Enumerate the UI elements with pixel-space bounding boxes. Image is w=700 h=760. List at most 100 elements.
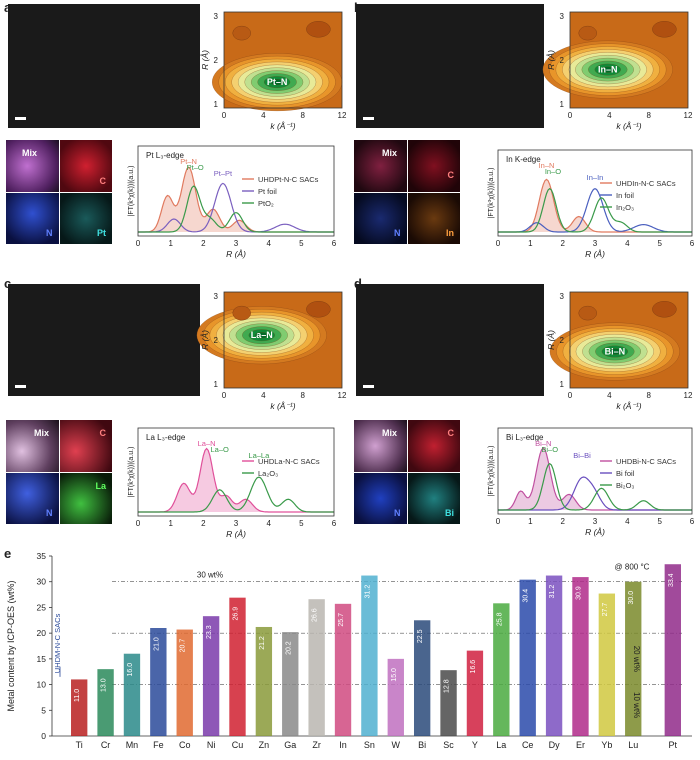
wavelet-frame: [569, 11, 689, 109]
series-fill: [498, 448, 692, 510]
bar-value-label: 33.4: [668, 573, 675, 587]
eds-map-c: Mix C N La: [6, 420, 112, 524]
x-tick-label: 0: [136, 239, 141, 248]
ft-frame: [497, 149, 693, 237]
y-tick-label: 3: [560, 12, 565, 21]
x-tick-label: 1: [168, 519, 173, 528]
scale-bar: [15, 117, 26, 120]
x-tick-label: 1: [528, 517, 533, 526]
bar-in: [334, 603, 352, 736]
x-tick-label: 8: [646, 111, 651, 120]
x-tick-label: 4: [266, 239, 271, 248]
peak-label: La–La: [248, 451, 270, 460]
x-tick-label: 12: [684, 391, 693, 400]
bar-ti: [71, 679, 88, 736]
x-tick-label: 6: [332, 239, 337, 248]
bar-co: [176, 629, 193, 736]
x-axis-label: R (Å): [226, 529, 246, 539]
bar-value-label: 25.7: [338, 613, 345, 627]
eds-map-a: Mix C N Pt: [6, 140, 112, 244]
bar-value-label: 26.6: [312, 608, 319, 622]
y-tick-label: 30: [37, 577, 47, 587]
series-line-3: [138, 185, 334, 233]
bar-value-label: 21.0: [153, 637, 160, 651]
ft-frame: [137, 427, 335, 517]
haadf-image-c: [8, 284, 200, 396]
ft-frame: [497, 427, 693, 515]
x-tick-label: 0: [496, 517, 501, 526]
y-tick-label: 5: [41, 705, 46, 715]
y-tick-label: 1: [214, 100, 219, 109]
y-tick-label: 0: [41, 731, 46, 741]
haadf-image-a: [8, 4, 200, 128]
x-tick-label: 1: [528, 239, 533, 248]
x-tick-label: 12: [338, 111, 347, 120]
y-tick-label: 2: [560, 336, 565, 345]
x-tick-label: Ga: [284, 740, 296, 750]
peak-label: Bi–O: [541, 445, 558, 454]
bar-y: [466, 650, 484, 736]
contour-ring: [652, 301, 677, 318]
peak-label: La–N: [198, 439, 216, 448]
y-tick-label: 35: [37, 551, 47, 561]
edge-label: Bi L₃-edge: [506, 433, 544, 442]
annotation-temperature: @ 800 °C: [615, 562, 650, 571]
bar-value-label: 31.2: [364, 585, 371, 599]
scale-bar: [363, 385, 374, 388]
annotation-10wt: 10 wt%: [632, 692, 641, 718]
x-tick-label: 5: [657, 517, 662, 526]
bar-value-label: 30.4: [523, 589, 530, 603]
bar-value-label: 22.5: [417, 629, 424, 643]
bar-la: [493, 603, 510, 736]
bar-yb: [598, 593, 616, 736]
peak-label: Bi–N: [535, 439, 551, 448]
x-tick-label: 6: [332, 519, 337, 528]
y-tick-label: 3: [214, 292, 219, 301]
x-tick-label: 8: [300, 111, 305, 120]
y-tick-label: 1: [560, 380, 565, 389]
y-tick-label: 15: [37, 654, 47, 664]
legend-entry: In₂O₃: [616, 203, 634, 212]
series-line-3: [498, 187, 692, 233]
legend-entry: Bi foil: [616, 469, 635, 478]
x-tick-label: Cu: [232, 740, 244, 750]
haadf-image-b: [356, 4, 544, 128]
bar-value-label: 27.7: [602, 603, 609, 617]
bar-w: [387, 658, 404, 736]
series-line-2: [498, 188, 692, 233]
bar-pt: [664, 564, 681, 736]
x-axis-label: R (Å): [226, 249, 246, 259]
ft-plot-d: 0 1 2 3 4 5 6 R (Å) |FT(k³χ(k))|(a.u.) Bi L₃-edge…: [488, 427, 695, 537]
bar-value-label: 21.2: [259, 636, 266, 650]
bar-er: [572, 577, 589, 736]
x-tick-label: 4: [261, 111, 266, 120]
x-tick-label: Dy: [549, 740, 560, 750]
legend-entry: UHDLa-N-C SACs: [258, 457, 320, 466]
x-tick-label: Y: [472, 740, 478, 750]
x-tick-label: 3: [234, 239, 239, 248]
peak-label: In–In: [587, 173, 604, 182]
contour-ring: [608, 348, 622, 355]
contour-ring: [601, 66, 615, 73]
edge-label: In K-edge: [506, 155, 541, 164]
y-tick-label: 3: [560, 292, 565, 301]
x-axis-label: k (Å⁻¹): [616, 121, 641, 131]
x-tick-label: Bi: [418, 740, 426, 750]
contour-ring: [578, 25, 597, 41]
x-tick-label: Mn: [126, 740, 139, 750]
x-tick-label: Yb: [601, 740, 612, 750]
y-axis-label: R (Å): [546, 330, 556, 350]
x-tick-label: 1: [168, 239, 173, 248]
y-axis-label: R (Å): [546, 50, 556, 70]
x-tick-label: 0: [136, 519, 141, 528]
bar-value-label: 11.0: [74, 689, 81, 702]
y-axis-title: Metal content by ICP-OES (wt%): [6, 580, 16, 711]
x-tick-label: Er: [576, 740, 585, 750]
y-axis-label: R (Å): [200, 330, 210, 350]
x-tick-label: La: [496, 740, 506, 750]
bar-fe: [150, 628, 167, 736]
bar-value-label: 25.8: [496, 612, 503, 626]
